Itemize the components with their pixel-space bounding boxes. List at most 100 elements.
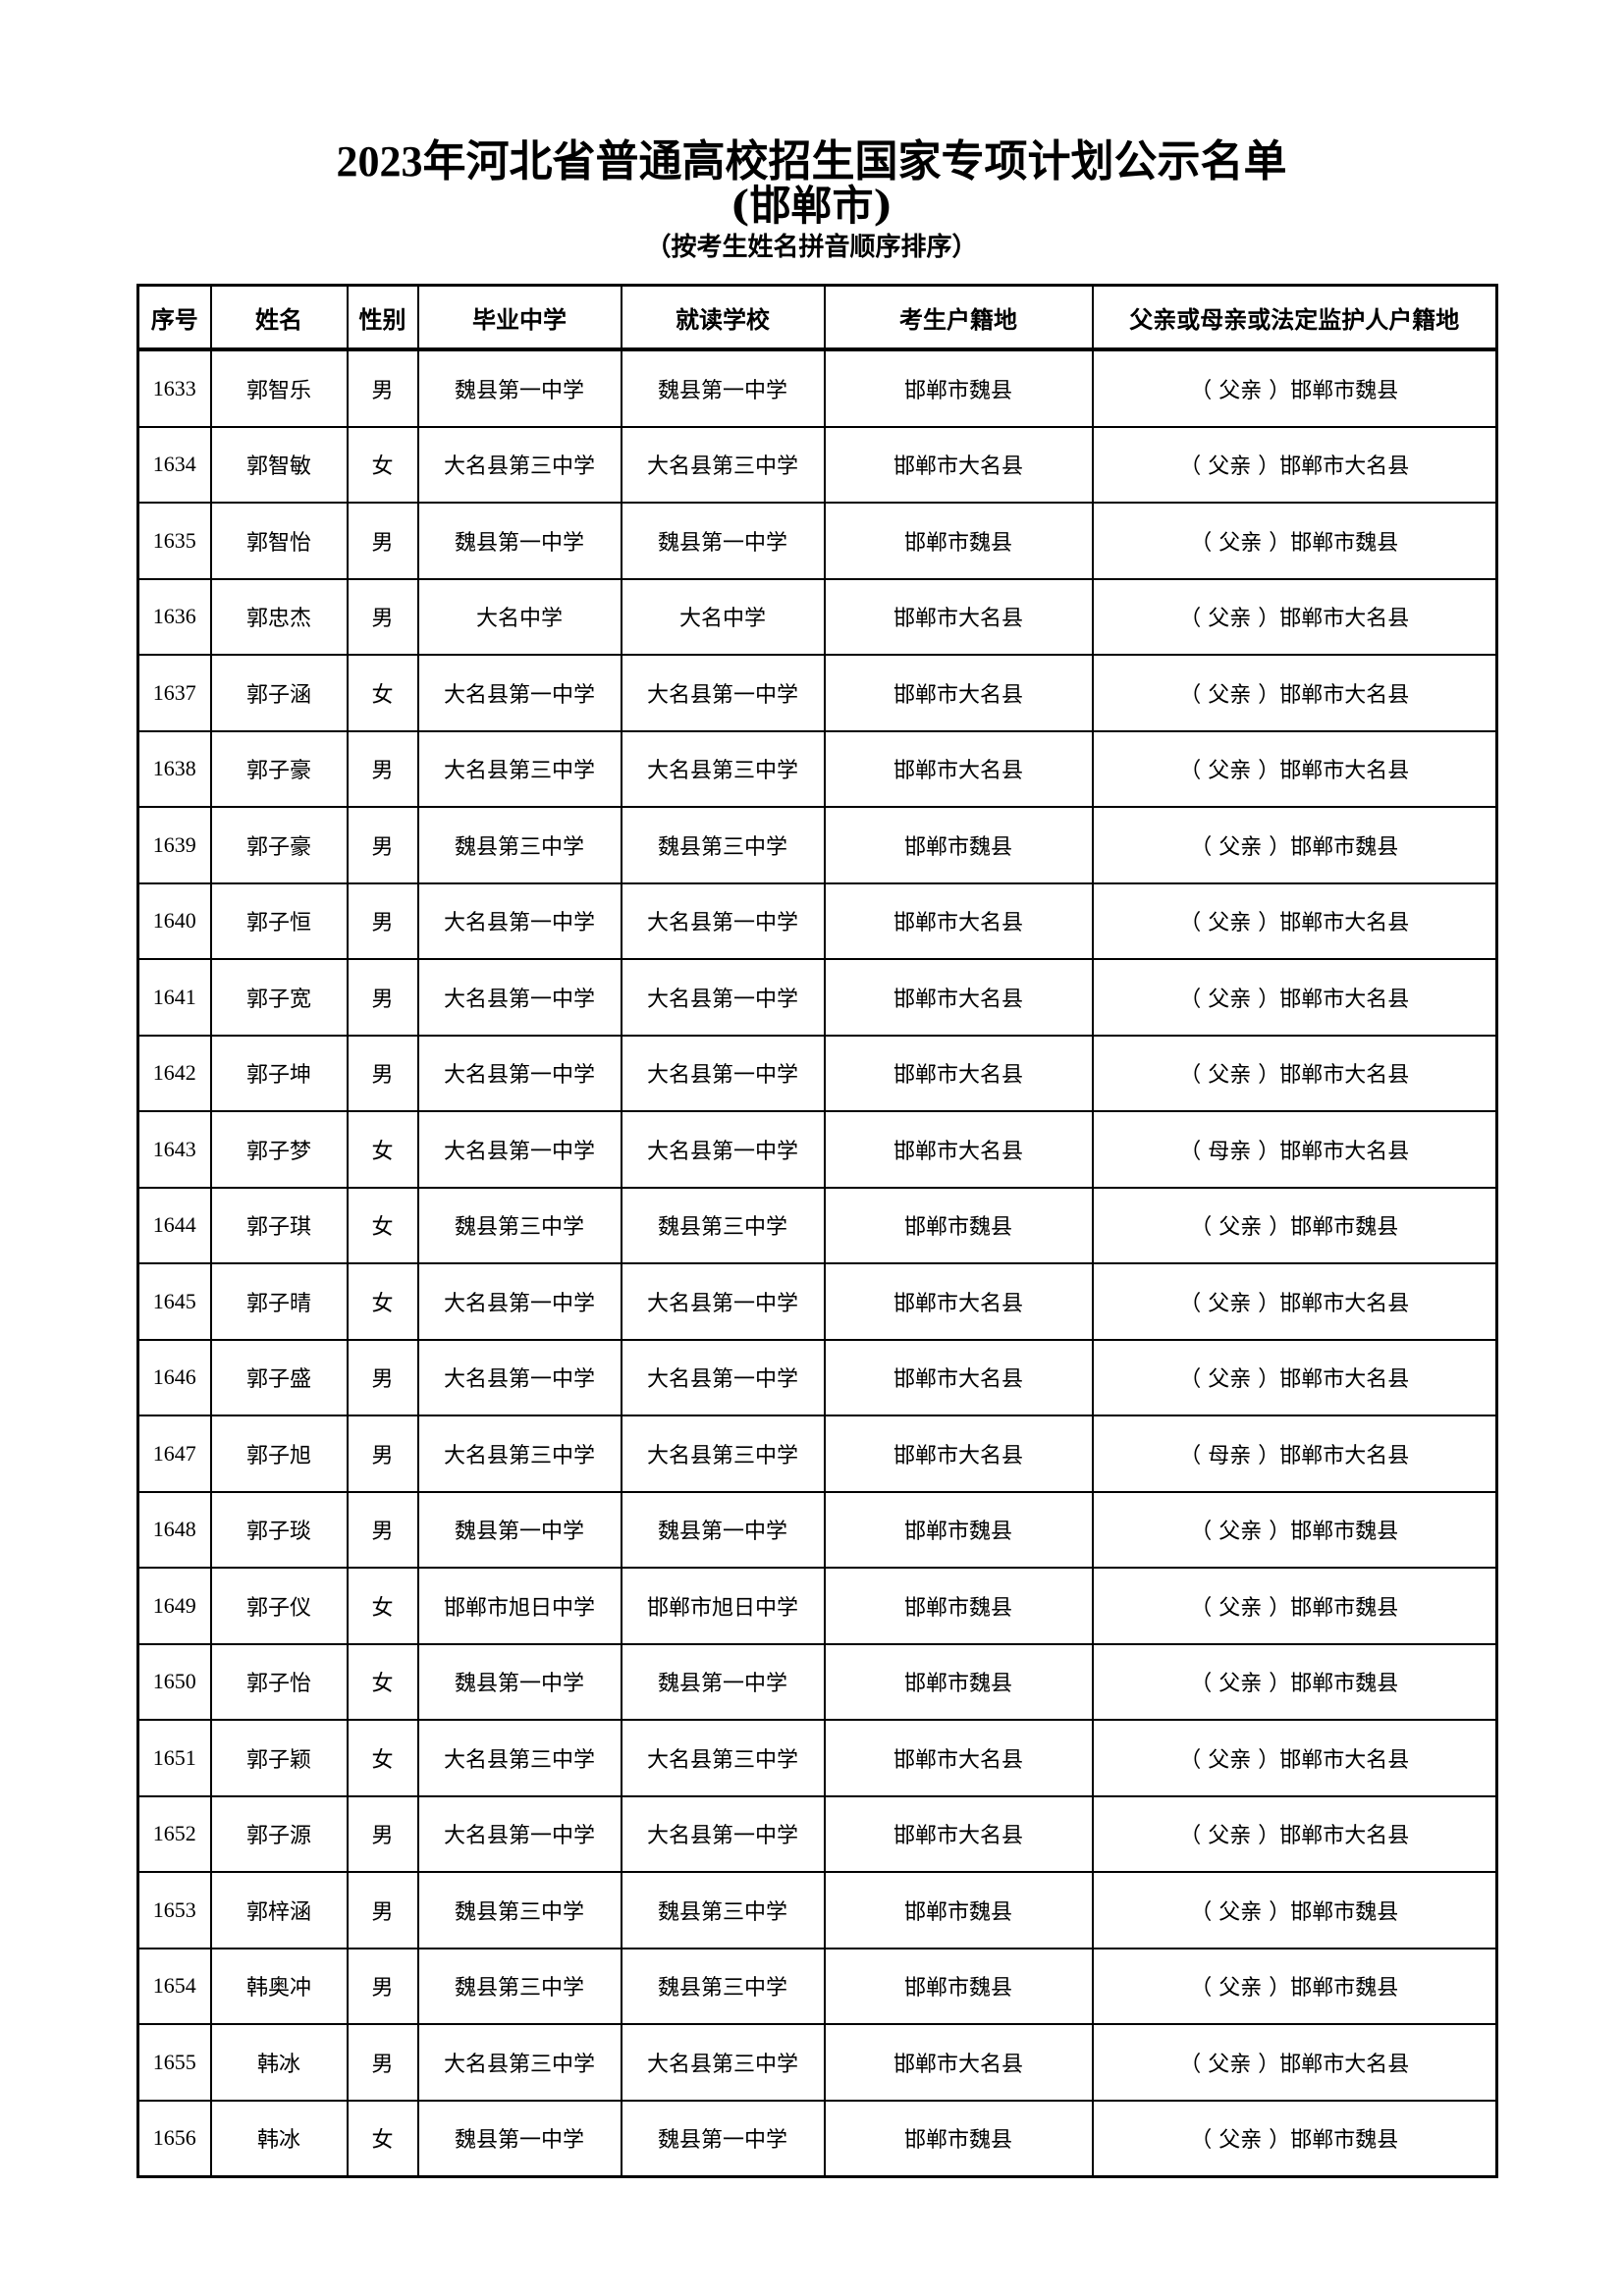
cell-serial-number: 1648 [136,1490,212,1569]
cell-current-school: 魏县第一中学 [620,2099,826,2178]
table-row: 1637 郭子涵女大名县第一中学 大名县第一中学 邯郸市大名县（ 父亲 ）邯郸市大名县 [136,654,1498,732]
cell-parent-household-registration: （ 父亲 ）邯郸市大名县 [1091,881,1498,960]
cell-name: 郭子梦 [209,1110,349,1189]
cell-gender: 男 [346,348,419,428]
table-row: 1647 郭子旭男大名县第三中学 大名县第三中学 邯郸市大名县（ 母亲 ）邯郸市大名县 [136,1415,1498,1493]
column-header-gender: 性别 [346,284,419,351]
cell-gender: 女 [346,2099,419,2178]
cell-graduated-school: 大名县第一中学 [416,958,622,1037]
cell-name: 郭智乐 [209,348,349,428]
table-row: 1635 郭智怡男魏县第一中学 魏县第一中学 邯郸市魏县（ 父亲 ）邯郸市魏县 [136,502,1498,580]
cell-student-household-registration: 邯郸市大名县 [823,1034,1094,1112]
table-row: 1642 郭子坤男大名县第一中学 大名县第一中学 邯郸市大名县（ 父亲 ）邯郸市大名县 [136,1034,1498,1112]
cell-parent-household-registration: （ 母亲 ）邯郸市大名县 [1091,1415,1498,1493]
cell-serial-number: 1650 [136,1642,212,1721]
cell-graduated-school: 魏县第三中学 [416,1947,622,2025]
cell-current-school: 大名县第三中学 [620,425,826,504]
cell-parent-household-registration: （ 父亲 ）邯郸市大名县 [1091,1338,1498,1416]
cell-serial-number: 1655 [136,2023,212,2102]
cell-gender: 女 [346,1719,419,1797]
table-row: 1648 郭子琰男魏县第一中学 魏县第一中学 邯郸市魏县（ 父亲 ）邯郸市魏县 [136,1490,1498,1569]
cell-current-school: 魏县第三中学 [620,1186,826,1264]
student-list-table: 序号 姓名 性别 毕业中学 就读学校 考生户籍地 父亲或母亲或法定监护人户籍地 1633 郭智… [136,284,1498,2178]
cell-current-school: 大名中学 [620,577,826,656]
cell-name: 郭忠杰 [209,577,349,656]
cell-parent-household-registration: （ 父亲 ）邯郸市大名县 [1091,958,1498,1037]
cell-parent-household-registration: （ 父亲 ）邯郸市大名县 [1091,729,1498,808]
cell-serial-number: 1656 [136,2099,212,2178]
cell-current-school: 大名县第一中学 [620,1794,826,1873]
cell-student-household-registration: 邯郸市大名县 [823,425,1094,504]
table-row: 1641 郭子宽男大名县第一中学 大名县第一中学 邯郸市大名县（ 父亲 ）邯郸市大名县 [136,958,1498,1037]
table-row: 1650 郭子怡女魏县第一中学 魏县第一中学 邯郸市魏县（ 父亲 ）邯郸市魏县 [136,1642,1498,1721]
cell-graduated-school: 魏县第三中学 [416,806,622,884]
cell-graduated-school: 大名县第三中学 [416,425,622,504]
column-header-current-school: 就读学校 [620,284,826,351]
cell-name: 郭子琰 [209,1490,349,1569]
cell-current-school: 魏县第三中学 [620,806,826,884]
table-row: 1645 郭子晴女大名县第一中学 大名县第一中学 邯郸市大名县（ 父亲 ）邯郸市大名县 [136,1262,1498,1341]
cell-current-school: 大名县第三中学 [620,729,826,808]
table-row: 1634 郭智敏女大名县第三中学 大名县第三中学 邯郸市大名县（ 父亲 ）邯郸市大名县 [136,425,1498,504]
cell-current-school: 魏县第一中学 [620,1642,826,1721]
table-row: 1655 韩冰男大名县第三中学 大名县第三中学 邯郸市大名县（ 父亲 ）邯郸市大名县 [136,2023,1498,2102]
cell-serial-number: 1651 [136,1719,212,1797]
cell-parent-household-registration: （ 父亲 ）邯郸市魏县 [1091,1871,1498,1949]
cell-graduated-school: 魏县第一中学 [416,1642,622,1721]
cell-student-household-registration: 邯郸市大名县 [823,1338,1094,1416]
cell-name: 郭子源 [209,1794,349,1873]
cell-serial-number: 1638 [136,729,212,808]
cell-student-household-registration: 邯郸市大名县 [823,958,1094,1037]
cell-parent-household-registration: （ 父亲 ）邯郸市大名县 [1091,1719,1498,1797]
cell-graduated-school: 大名县第一中学 [416,654,622,732]
cell-name: 郭子豪 [209,729,349,808]
cell-serial-number: 1642 [136,1034,212,1112]
column-header-serial-number: 序号 [136,284,212,351]
table-row: 1646 郭子盛男大名县第一中学 大名县第一中学 邯郸市大名县（ 父亲 ）邯郸市大名县 [136,1338,1498,1416]
cell-graduated-school: 大名县第三中学 [416,2023,622,2102]
cell-name: 韩奥冲 [209,1947,349,2025]
cell-student-household-registration: 邯郸市魏县 [823,806,1094,884]
cell-gender: 男 [346,1794,419,1873]
cell-parent-household-registration: （ 父亲 ）邯郸市大名县 [1091,425,1498,504]
cell-student-household-registration: 邯郸市大名县 [823,1794,1094,1873]
cell-graduated-school: 大名县第三中学 [416,1415,622,1493]
cell-student-household-registration: 邯郸市大名县 [823,1110,1094,1189]
cell-parent-household-registration: （ 父亲 ）邯郸市魏县 [1091,2099,1498,2178]
cell-current-school: 大名县第一中学 [620,1338,826,1416]
table-row: 1640 郭子恒男大名县第一中学 大名县第一中学 邯郸市大名县（ 父亲 ）邯郸市大名县 [136,881,1498,960]
cell-current-school: 大名县第一中学 [620,1034,826,1112]
table-row: 1643 郭子梦女大名县第一中学 大名县第一中学 邯郸市大名县（ 母亲 ）邯郸市大名县 [136,1110,1498,1189]
cell-student-household-registration: 邯郸市魏县 [823,2099,1094,2178]
cell-serial-number: 1633 [136,348,212,428]
cell-name: 郭梓涵 [209,1871,349,1949]
cell-student-household-registration: 邯郸市大名县 [823,1415,1094,1493]
cell-parent-household-registration: （ 父亲 ）邯郸市魏县 [1091,348,1498,428]
cell-current-school: 大名县第一中学 [620,881,826,960]
cell-serial-number: 1643 [136,1110,212,1189]
cell-graduated-school: 大名县第三中学 [416,1719,622,1797]
cell-gender: 女 [346,1186,419,1264]
cell-student-household-registration: 邯郸市大名县 [823,654,1094,732]
cell-serial-number: 1640 [136,881,212,960]
cell-serial-number: 1646 [136,1338,212,1416]
cell-serial-number: 1644 [136,1186,212,1264]
cell-gender: 女 [346,425,419,504]
cell-serial-number: 1649 [136,1567,212,1645]
cell-graduated-school: 大名县第一中学 [416,1262,622,1341]
sort-note: （按考生姓名拼音顺序排序） [645,233,978,262]
cell-serial-number: 1639 [136,806,212,884]
cell-gender: 男 [346,729,419,808]
cell-graduated-school: 大名县第一中学 [416,881,622,960]
cell-parent-household-registration: （ 父亲 ）邯郸市大名县 [1091,654,1498,732]
cell-name: 郭子坤 [209,1034,349,1112]
table-row: 1639 郭子豪男魏县第三中学 魏县第三中学 邯郸市魏县（ 父亲 ）邯郸市魏县 [136,806,1498,884]
cell-name: 郭智怡 [209,502,349,580]
cell-name: 郭子旭 [209,1415,349,1493]
cell-gender: 男 [346,1871,419,1949]
table-row: 1653 郭梓涵男魏县第三中学 魏县第三中学 邯郸市魏县（ 父亲 ）邯郸市魏县 [136,1871,1498,1949]
cell-student-household-registration: 邯郸市魏县 [823,1567,1094,1645]
column-header-graduated-school: 毕业中学 [416,284,622,351]
cell-gender: 男 [346,1034,419,1112]
cell-name: 郭子盛 [209,1338,349,1416]
